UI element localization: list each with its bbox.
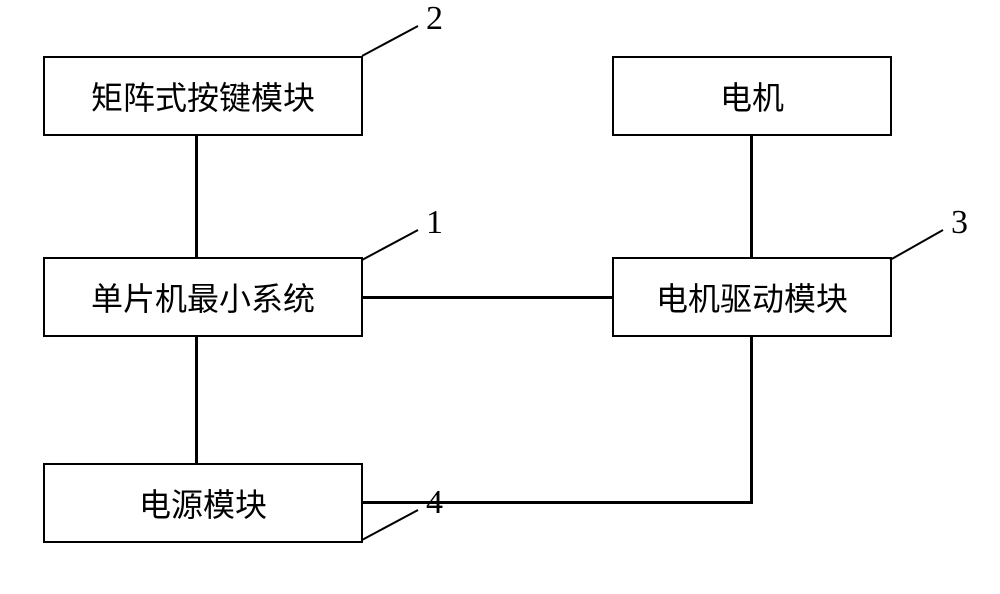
callout-line-1 — [362, 230, 418, 260]
node-driver-text: 电机驱动模块 — [656, 274, 848, 320]
callout-label-2: 2 — [426, 0, 443, 38]
node-motor: 电机 — [612, 56, 892, 136]
callout-label-3: 3 — [951, 204, 968, 242]
edge-motor-driver — [750, 136, 753, 257]
node-power-module: 电源模块 — [43, 463, 363, 543]
block-diagram: 矩阵式按键模块 单片机最小系统 电机 电机驱动模块 电源模块 2 1 3 4 — [0, 0, 1000, 594]
edge-mcu-power — [195, 337, 198, 463]
node-power-text: 电源模块 — [139, 480, 267, 526]
node-motor-text: 电机 — [720, 73, 784, 119]
edge-mcu-driver — [363, 296, 612, 299]
node-mcu-system: 单片机最小系统 — [43, 257, 363, 337]
callout-line-4 — [362, 510, 418, 540]
edge-driver-power-h — [363, 501, 753, 504]
edge-driver-power-v — [750, 337, 753, 504]
edge-keypad-mcu — [195, 136, 198, 257]
callout-line-2 — [362, 26, 418, 56]
callout-label-1: 1 — [426, 204, 443, 242]
node-keypad-module: 矩阵式按键模块 — [43, 56, 363, 136]
callout-label-4: 4 — [426, 484, 443, 522]
callout-line-3 — [890, 230, 943, 260]
node-motor-driver: 电机驱动模块 — [612, 257, 892, 337]
node-keypad-text: 矩阵式按键模块 — [91, 73, 315, 119]
node-mcu-text: 单片机最小系统 — [91, 274, 315, 320]
